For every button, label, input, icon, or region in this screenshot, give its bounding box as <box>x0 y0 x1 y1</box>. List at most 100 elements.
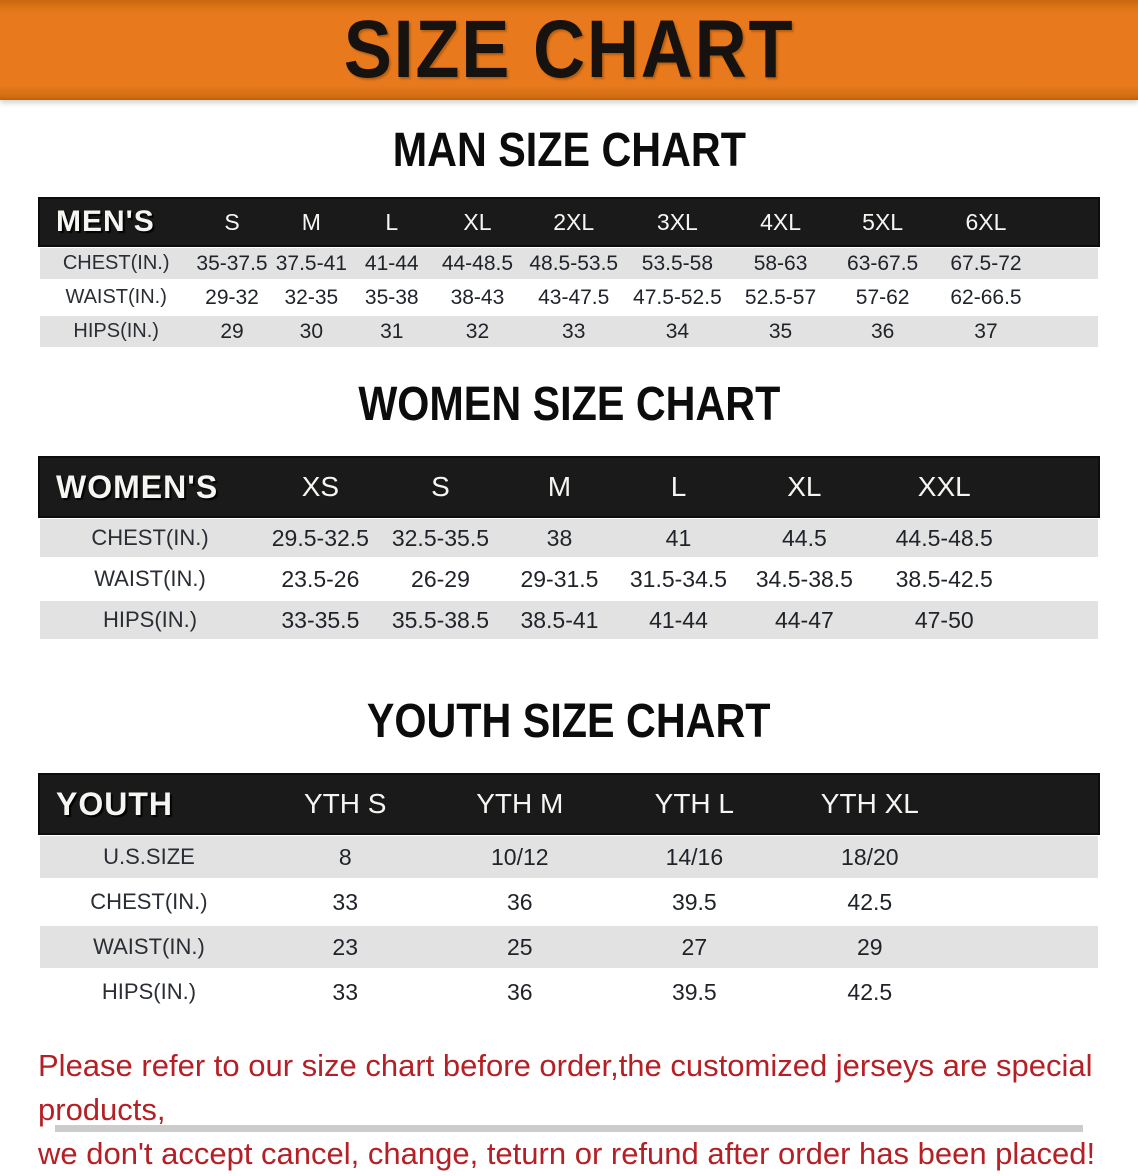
measurement-label: HIPS(IN.) <box>102 607 198 632</box>
size-column-header: M <box>547 471 572 502</box>
measurement-value: 31.5-34.5 <box>629 565 728 592</box>
measurement-value: 34 <box>665 319 690 343</box>
size-column-header: YTH XL <box>820 788 919 819</box>
measurement-value: 32.5-35.5 <box>391 524 490 551</box>
measurement-value: 41 <box>665 524 692 551</box>
size-table-header-row: YOUTH YTH S YTH M YTH L YTH XL <box>40 775 1098 833</box>
measurement-row: HIPS(IN.) 33-35.5 35.5-38.5 38.5-41 41-44 44-… <box>40 601 1098 639</box>
measurement-value: 42.5 <box>847 978 893 1005</box>
measurement-value: 33 <box>332 978 359 1005</box>
measurement-value: 62-66.5 <box>950 285 1022 309</box>
size-column-header: M <box>301 208 321 235</box>
measurement-value: 53.5-58 <box>641 251 714 275</box>
measurement-value: 33 <box>562 319 586 343</box>
measurement-row: CHEST(IN.) 35-37.5 37.5-41 41-44 44-48.5 48.5… <box>40 248 1098 279</box>
measurement-value: 38.5-41 <box>520 606 599 633</box>
measurement-value: 29 <box>220 319 244 343</box>
measurement-value: 33-35.5 <box>281 606 360 633</box>
measurement-value: 23.5-26 <box>281 565 360 592</box>
youth-section-heading-text: YOUTH SIZE CHART <box>367 695 771 748</box>
size-column-header: L <box>385 208 399 235</box>
measurement-value: 47.5-52.5 <box>633 285 722 309</box>
size-column-header: L <box>670 471 687 502</box>
measurement-value: 41-44 <box>364 251 419 275</box>
size-column-header: 6XL <box>965 208 1007 235</box>
measurement-value: 32-35 <box>284 285 339 309</box>
measurement-value: 47-50 <box>914 606 974 633</box>
measurement-value: 63-67.5 <box>847 251 919 275</box>
size-column-header: 5XL <box>862 208 904 235</box>
measurement-label: WAIST(IN.) <box>65 286 167 308</box>
size-column-header: S <box>224 208 240 235</box>
size-table-header-row: WOMEN'S XS S M L XL XXL <box>40 458 1098 516</box>
size-column-header: XS <box>301 471 340 502</box>
measurement-label: CHEST(IN.) <box>90 889 208 914</box>
size-table-header-row: MEN'S S M L XL 2XL 3XL 4XL 5XL 6XL <box>40 199 1098 245</box>
measurement-value: 23 <box>332 933 359 960</box>
measurement-row: WAIST(IN.) 23 25 27 29 <box>40 926 1098 968</box>
men-size-table: MEN'S S M L XL 2XL 3XL 4XL 5XL 6XL CHEST(IN.) 35-37… <box>40 196 1098 350</box>
table-group-label: MEN'S <box>56 205 155 238</box>
measurement-row: CHEST(IN.) 29.5-32.5 32.5-35.5 38 41 44.5 44.5… <box>40 519 1098 557</box>
size-column-header: 3XL <box>656 208 698 235</box>
measurement-value: 43-47.5 <box>538 285 610 309</box>
measurement-value: 31 <box>380 319 404 343</box>
measurement-value: 26-29 <box>411 565 470 592</box>
size-column-header: XL <box>463 208 492 235</box>
measurement-value: 29-31.5 <box>520 565 599 592</box>
measurement-value: 39.5 <box>671 888 717 915</box>
measurement-value: 42.5 <box>847 888 893 915</box>
measurement-value: 29.5-32.5 <box>271 524 369 551</box>
measurement-label: WAIST(IN.) <box>94 566 206 591</box>
table-group-label: YOUTH <box>56 785 173 822</box>
measurement-value: 34.5-38.5 <box>755 565 853 592</box>
measurement-value: 44-47 <box>774 606 834 633</box>
measurement-value: 41-44 <box>649 606 708 633</box>
women-section-heading: WOMEN SIZE CHART <box>0 380 1138 430</box>
banner-title: SIZE CHART <box>343 4 795 95</box>
measurement-value: 58-63 <box>753 251 808 275</box>
order-disclaimer: Please refer to our size chart before or… <box>38 1044 1118 1176</box>
youth-size-table: YOUTH YTH S YTH M YTH L YTH XL U.S.SIZE 8 10/12… <box>40 772 1098 1016</box>
bottom-border-strip <box>55 1125 1083 1132</box>
youth-section-heading: YOUTH SIZE CHART <box>0 697 1138 747</box>
women-section-heading-text: WOMEN SIZE CHART <box>358 378 780 431</box>
measurement-value: 39.5 <box>671 978 717 1005</box>
measurement-value: 52.5-57 <box>744 285 817 309</box>
size-column-header: YTH M <box>476 788 564 819</box>
measurement-value: 29 <box>857 933 883 960</box>
measurement-row: WAIST(IN.) 23.5-26 26-29 29-31.5 31.5-34.5 34… <box>40 560 1098 598</box>
measurement-row: HIPS(IN.) 33 36 39.5 42.5 <box>40 971 1098 1013</box>
table-group-label: WOMEN'S <box>56 468 219 505</box>
measurement-row: CHEST(IN.) 33 36 39.5 42.5 <box>40 881 1098 923</box>
measurement-value: 29-32 <box>205 285 259 309</box>
measurement-value: 8 <box>338 843 352 870</box>
measurement-value: 48.5-53.5 <box>529 251 619 275</box>
measurement-value: 14/16 <box>665 843 724 870</box>
measurement-value: 38-43 <box>450 285 505 309</box>
men-section-heading: MAN SIZE CHART <box>0 126 1138 176</box>
measurement-value: 33 <box>332 888 359 915</box>
size-column-header: YTH L <box>654 788 735 819</box>
disclaimer-line-2: we don't accept cancel, change, teturn o… <box>38 1136 1096 1171</box>
measurement-label: CHEST(IN.) <box>91 525 209 550</box>
measurement-value: 36 <box>506 978 533 1005</box>
measurement-label: HIPS(IN.) <box>73 320 159 342</box>
size-chart-banner: SIZE CHART <box>0 0 1138 100</box>
size-column-header: XXL <box>917 471 971 502</box>
measurement-value: 25 <box>506 933 533 960</box>
measurement-value: 67.5-72 <box>950 251 1022 275</box>
measurement-value: 35-37.5 <box>196 251 268 275</box>
measurement-value: 38 <box>546 524 573 551</box>
measurement-label: U.S.SIZE <box>103 844 195 869</box>
measurement-value: 44.5 <box>781 524 827 551</box>
measurement-value: 36 <box>870 319 895 343</box>
measurement-value: 35.5-38.5 <box>391 606 490 633</box>
disclaimer-line-1: Please refer to our size chart before or… <box>38 1048 1093 1127</box>
measurement-value: 18/20 <box>841 843 899 870</box>
measurement-value: 38.5-42.5 <box>895 565 993 592</box>
measurement-value: 27 <box>681 933 708 960</box>
measurement-value: 37 <box>974 319 998 343</box>
size-column-header: 2XL <box>553 208 595 235</box>
measurement-value: 57-62 <box>855 285 910 309</box>
